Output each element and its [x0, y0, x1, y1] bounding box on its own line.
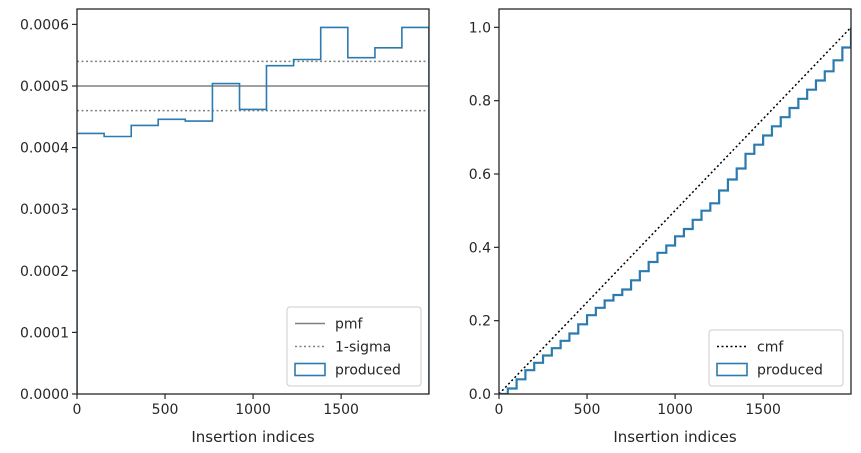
series-cmf-line [499, 26, 851, 394]
legend-handle [716, 362, 748, 377]
legend-entry: 1-sigma [335, 340, 391, 356]
y-tick-label: 0.4 [469, 240, 491, 256]
plot-area [77, 26, 429, 394]
series-produced-steps [499, 27, 851, 394]
y-tick-label: 0.0001 [20, 325, 69, 341]
x-tick-label: 1500 [745, 402, 781, 418]
left-chart: 0 500 1000 1500 0.0000 0.0001 0.0002 0.0003 0.00… [20, 8, 430, 446]
x-axis-label: Insertion indices [613, 428, 736, 446]
legend: cmf produced [708, 329, 844, 387]
legend-entry: cmf [757, 340, 784, 356]
legend-box [286, 306, 422, 387]
legend-entry: produced [757, 363, 823, 379]
y-tick-label: 0.0004 [20, 141, 69, 157]
y-tick-label: 0.6 [469, 167, 491, 183]
legend-handle [294, 362, 326, 377]
y-tick-label: 0.0005 [20, 79, 69, 95]
legend-entry: produced [335, 363, 401, 379]
y-tick-label: 0.0003 [20, 202, 69, 218]
x-tick-label: 1000 [657, 402, 693, 418]
y-tick-label: 0.0002 [20, 264, 69, 280]
y-tick-label: 1.0 [469, 20, 491, 36]
y-tick-label: 0.0 [469, 387, 491, 403]
x-tick-label: 0 [495, 402, 504, 418]
x-tick-label: 500 [152, 402, 179, 418]
plot-area [499, 26, 851, 394]
y-tick-label: 0.0000 [20, 387, 69, 403]
series-produced-steps [77, 26, 429, 394]
legend-box [708, 329, 844, 387]
legend: pmf 1-sigma produced [286, 306, 422, 387]
y-tick-label: 0.2 [469, 314, 491, 330]
legend-entry: pmf [335, 317, 364, 333]
y-tick-label: 0.8 [469, 94, 491, 110]
x-tick-label: 500 [574, 402, 601, 418]
x-tick-label: 1000 [235, 402, 271, 418]
x-tick-label: 1500 [323, 402, 359, 418]
y-tick-label: 0.0006 [20, 17, 69, 33]
x-tick-label: 0 [73, 402, 82, 418]
x-axis-label: Insertion indices [191, 428, 314, 446]
right-chart: 0 500 1000 1500 0.0 0.2 0.4 0.6 0.8 1.0 Insertion … [469, 8, 852, 446]
